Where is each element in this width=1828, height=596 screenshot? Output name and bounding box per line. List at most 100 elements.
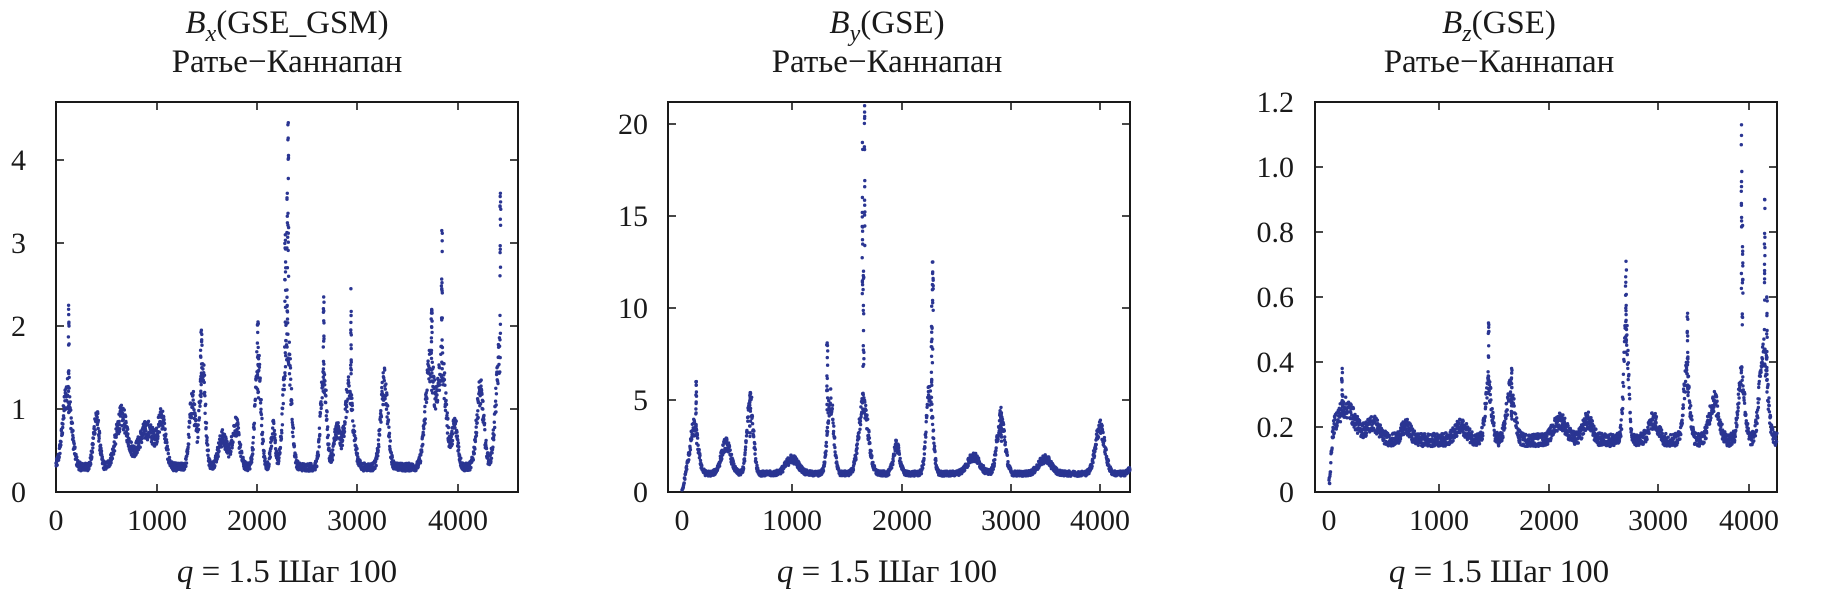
data-point [184,464,188,468]
data-point [931,428,936,432]
data-point [862,104,867,108]
data-point [966,464,970,468]
data-point [135,450,139,455]
data-point [388,447,392,451]
data-point [863,178,867,183]
data-point [387,431,392,435]
data-point [858,422,863,427]
y-axis-ticks: 0 1 2 3 4 [11,144,518,509]
data-point [684,464,689,468]
data-point [437,388,442,392]
data-point [861,303,866,308]
data-point [353,434,357,438]
data-point [825,388,829,392]
data-point [202,380,206,385]
data-point [317,437,321,441]
data-point [729,452,734,457]
data-point [192,402,197,407]
data-point [282,377,287,381]
data-point [195,440,200,444]
data-point [440,289,444,293]
data-point [831,417,835,422]
data-point [825,384,829,388]
data-point [287,340,291,344]
data-point [866,417,870,421]
data-point [456,438,460,442]
data-point [1101,430,1105,435]
data-point [421,433,426,437]
data-point [498,265,503,269]
data-point [1328,470,1333,474]
data-point [748,409,753,413]
data-point [696,443,700,447]
y-tick-label: 4 [11,144,26,177]
x-tick-label: 0 [675,504,690,537]
data-point [198,348,203,352]
data-point [71,429,75,433]
data-point [442,378,447,382]
data-point [318,411,323,416]
data-point [349,331,353,335]
data-point [451,432,455,436]
data-point [1104,454,1109,459]
data-point [286,121,290,125]
data-point [869,449,873,453]
data-point [498,191,503,195]
data-point [255,350,259,354]
data-point [96,418,101,423]
data-point [498,313,502,318]
data-point [318,432,322,437]
data-point [388,439,392,443]
data-point [229,449,233,454]
data-point [379,409,383,413]
data-point [1003,440,1008,445]
data-point [858,427,862,431]
chart-panel-by: By(GSE) Ратье−Каннапан 0 5 10 15 20 0 10… [618,5,1132,590]
data-point [999,439,1004,443]
data-point [493,425,497,430]
data-point [281,401,285,406]
data-point [284,266,288,270]
data-point [930,298,935,303]
data-point [1387,433,1392,438]
data-point [924,420,928,424]
data-point [283,270,288,274]
data-point [280,412,284,416]
data-point [285,345,289,349]
data-point [924,435,928,439]
data-point [217,449,221,453]
data-point [324,388,328,392]
data-point [385,393,389,397]
data-point [268,455,272,459]
data-point [321,345,325,349]
data-point [194,419,198,423]
chart-subtitle: Ратье−Каннапан [772,44,1003,80]
data-point [60,431,65,435]
data-point [753,442,757,446]
data-point [1091,460,1095,465]
data-point [236,422,240,426]
data-point [331,448,335,452]
data-point [256,357,261,361]
data-point [344,415,348,420]
data-point [350,408,355,412]
data-point [259,412,264,417]
data-point [332,442,336,446]
data-point [861,269,866,273]
data-point [330,458,335,462]
data-point [321,310,326,314]
data-point [494,392,499,396]
y-tick-label: 1.0 [1257,151,1295,184]
data-point [930,271,935,276]
data-point [286,274,291,278]
y-tick-label: 0.2 [1257,411,1295,444]
data-point [343,420,347,425]
data-point [930,337,934,341]
data-point [474,433,479,438]
x-tick-label: 1000 [1409,504,1469,537]
data-point [498,250,502,255]
data-point [154,426,159,430]
data-point [862,350,866,355]
data-point [322,334,326,338]
data-point [324,394,328,398]
